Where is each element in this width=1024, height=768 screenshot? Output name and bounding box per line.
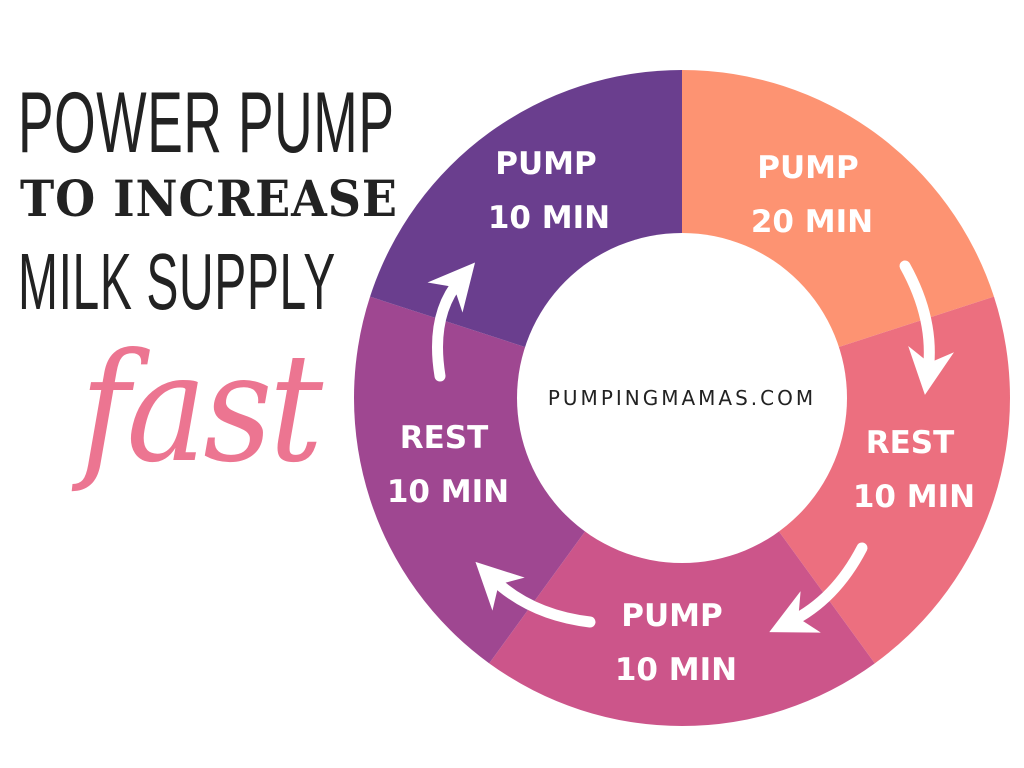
- segment-action: REST: [866, 425, 955, 461]
- arrow-icon-2: [769, 542, 868, 633]
- segment-label-4: PUMP 10 MIN: [488, 146, 610, 236]
- segment-duration: 10 MIN: [853, 479, 975, 515]
- segment-label-2: PUMP 10 MIN: [615, 598, 737, 688]
- arrow-icon-3: [475, 561, 596, 628]
- title-fast: fast: [80, 322, 323, 496]
- segment-duration: 10 MIN: [488, 200, 610, 236]
- center-website-text: PUMPINGMAMAS.COM: [548, 386, 816, 410]
- segment-duration: 10 MIN: [387, 474, 509, 510]
- segment-label-1: REST 10 MIN: [853, 425, 975, 515]
- segment-label-0: PUMP 20 MIN: [751, 150, 873, 240]
- segment-duration: 20 MIN: [751, 204, 873, 240]
- arrow-icon-1: [899, 260, 954, 395]
- segment-action: PUMP: [757, 150, 858, 186]
- segment-action: REST: [400, 420, 489, 456]
- title-to-increase: TO INCREASE: [20, 169, 398, 228]
- center-circle: [517, 233, 847, 563]
- segment-action: PUMP: [495, 146, 596, 182]
- segment-label-3: REST 10 MIN: [387, 420, 509, 510]
- title-milk-supply: MILK SUPPLY: [18, 237, 336, 326]
- segment-duration: 10 MIN: [615, 652, 737, 688]
- segment-action: PUMP: [621, 598, 722, 634]
- arrow-icon-4: [427, 262, 476, 382]
- title-power-pump: POWER PUMP: [18, 75, 395, 171]
